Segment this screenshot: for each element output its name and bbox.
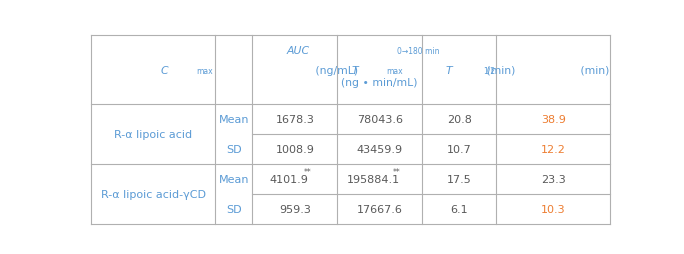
Text: 1/2: 1/2: [483, 67, 495, 76]
Text: R-α lipoic acid-γCD: R-α lipoic acid-γCD: [101, 189, 206, 199]
Text: 6.1: 6.1: [450, 204, 468, 214]
Text: C: C: [161, 66, 168, 75]
Text: 10.3: 10.3: [541, 204, 566, 214]
Text: (min): (min): [483, 66, 516, 75]
Text: 195884.1: 195884.1: [347, 174, 400, 184]
Text: SD: SD: [226, 145, 241, 154]
Text: 20.8: 20.8: [447, 115, 472, 125]
Text: max: max: [196, 67, 213, 76]
Text: **: **: [304, 167, 312, 176]
Text: 23.3: 23.3: [541, 174, 566, 184]
Text: 959.3: 959.3: [279, 204, 311, 214]
Text: (min): (min): [577, 66, 609, 75]
Text: 17.5: 17.5: [447, 174, 471, 184]
Text: (ng/mL): (ng/mL): [312, 66, 358, 75]
Text: T: T: [351, 66, 358, 75]
Text: 12.2: 12.2: [541, 145, 566, 154]
Text: Mean: Mean: [219, 115, 249, 125]
Text: R-α lipoic acid: R-α lipoic acid: [114, 130, 192, 140]
Text: max: max: [386, 67, 403, 76]
Text: 78043.6: 78043.6: [356, 115, 403, 125]
Text: (ng • min/mL): (ng • min/mL): [341, 77, 418, 87]
Text: 1008.9: 1008.9: [276, 145, 315, 154]
Text: T: T: [445, 66, 452, 75]
Text: 4101.9: 4101.9: [269, 174, 308, 184]
Text: **: **: [393, 167, 401, 176]
Text: 43459.9: 43459.9: [356, 145, 403, 154]
Text: Mean: Mean: [219, 174, 249, 184]
Text: 1678.3: 1678.3: [276, 115, 315, 125]
Text: 10.7: 10.7: [447, 145, 471, 154]
Text: 17667.6: 17667.6: [357, 204, 403, 214]
Text: 0→180 min: 0→180 min: [397, 47, 440, 56]
Text: AUC: AUC: [287, 46, 309, 56]
Text: SD: SD: [226, 204, 241, 214]
Text: 38.9: 38.9: [541, 115, 566, 125]
